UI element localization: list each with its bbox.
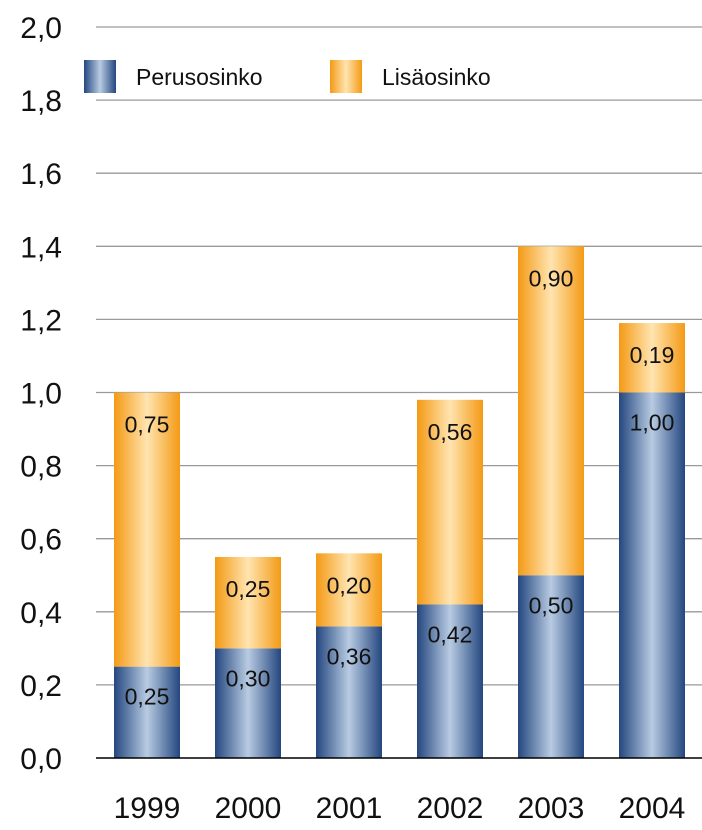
bar-lisaosinko-1999 — [114, 392, 180, 667]
y-tick-label: 1,6 — [20, 158, 62, 191]
data-label-lisaosinko-2002: 0,56 — [428, 419, 473, 445]
bar-perusosinko-2004 — [619, 392, 685, 758]
legend-swatch-lisaosinko — [330, 60, 362, 93]
bar-perusosinko-2001 — [316, 626, 382, 758]
y-tick-label: 2,0 — [20, 12, 62, 45]
y-tick-label: 1,0 — [20, 378, 62, 411]
x-tick-label-2000: 2000 — [215, 792, 282, 825]
bars: 0,25 0,75 0,30 0,25 0,36 0,20 0,42 0,56 0,50 0,90… — [114, 246, 685, 758]
bar-perusosinko-1999 — [114, 666, 180, 758]
bar-lisaosinko-2004 — [619, 323, 685, 393]
x-tick-label-1999: 1999 — [114, 792, 181, 825]
data-label-perusosinko-1999: 0,25 — [125, 684, 170, 710]
y-tick-label: 0,2 — [20, 670, 62, 703]
gridlines — [96, 26, 702, 686]
y-tick-label: 0,4 — [20, 597, 62, 630]
bar-lisaosinko-2001 — [316, 553, 382, 627]
y-axis: 0,0 0,2 0,4 0,6 0,8 1,0 1,2 1,4 1,6 1,8 2,0 — [20, 12, 62, 776]
y-tick-label: 1,8 — [20, 85, 62, 118]
bar-perusosinko-2000 — [215, 648, 281, 758]
data-label-lisaosinko-2003: 0,90 — [529, 265, 574, 291]
bar-lisaosinko-2002 — [417, 399, 483, 605]
legend-label-lisaosinko: Lisäosinko — [382, 64, 491, 90]
x-tick-label-2004: 2004 — [619, 792, 686, 825]
x-axis: 1999 2000 2001 2002 2003 2004 — [96, 757, 702, 825]
data-label-lisaosinko-2004: 0,19 — [630, 342, 675, 368]
y-tick-label: 1,2 — [20, 304, 62, 337]
x-tick-label-2001: 2001 — [316, 792, 383, 825]
data-label-lisaosinko-1999: 0,75 — [125, 412, 170, 438]
y-tick-label: 0,8 — [20, 451, 62, 484]
y-tick-label: 0,6 — [20, 524, 62, 557]
data-label-perusosinko-2002: 0,42 — [428, 621, 473, 647]
data-label-lisaosinko-2001: 0,20 — [327, 572, 372, 598]
y-tick-label: 0,0 — [20, 743, 62, 776]
y-tick-label: 1,4 — [20, 231, 62, 264]
bar-lisaosinko-2000 — [215, 556, 281, 649]
legend-swatch-perusosinko — [84, 60, 116, 93]
legend: Perusosinko Lisäosinko — [84, 60, 491, 93]
data-label-perusosinko-2000: 0,30 — [226, 665, 271, 691]
data-label-lisaosinko-2000: 0,25 — [226, 576, 271, 602]
x-tick-label-2002: 2002 — [417, 792, 484, 825]
bar-lisaosinko-2003 — [518, 246, 584, 576]
bar-perusosinko-2002 — [417, 604, 483, 758]
data-label-perusosinko-2003: 0,50 — [529, 592, 574, 618]
data-label-perusosinko-2004: 1,00 — [630, 410, 675, 436]
legend-label-perusosinko: Perusosinko — [136, 64, 263, 90]
x-tick-label-2003: 2003 — [518, 792, 585, 825]
bar-perusosinko-2003 — [518, 575, 584, 758]
data-label-perusosinko-2001: 0,36 — [327, 643, 372, 669]
